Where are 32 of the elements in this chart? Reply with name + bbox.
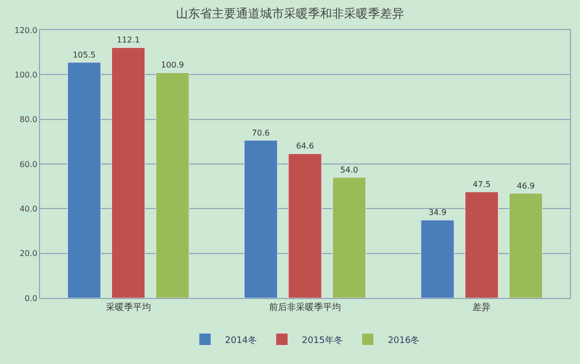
data-label: 105.5	[72, 50, 96, 60]
bar	[420, 220, 454, 298]
y-tick-label: 120.0	[14, 26, 38, 35]
data-label: 46.9	[516, 181, 535, 190]
data-label: 47.5	[472, 180, 491, 189]
bar	[332, 177, 366, 298]
data-label: 34.9	[428, 208, 446, 218]
data-label: 100.9	[161, 60, 184, 70]
bar	[156, 72, 190, 298]
y-tick-label: 20.0	[20, 249, 38, 258]
bar	[67, 62, 101, 298]
legend-label: 2016冬	[388, 334, 420, 346]
data-label: 112.1	[116, 36, 140, 45]
bar	[288, 153, 322, 298]
y-tick-label: 80.0	[20, 115, 38, 124]
data-label: 64.6	[296, 142, 314, 151]
legend-label: 2015年冬	[302, 334, 343, 346]
x-tick-label: 采暖季平均	[106, 302, 151, 313]
bar	[112, 47, 146, 298]
x-tick-label: 差异	[472, 302, 491, 313]
legend-label: 2014冬	[225, 334, 257, 346]
x-tick-label: 前后非采暖季平均	[269, 302, 341, 313]
data-label: 54.0	[340, 165, 358, 174]
chart-title: 山东省主要通道城市采暖季和非采暖季差异	[176, 6, 404, 20]
data-label: 70.6	[252, 128, 270, 138]
bar	[244, 140, 278, 298]
y-tick-label: 100.0	[14, 70, 38, 80]
bar	[464, 192, 498, 298]
y-tick-label: 0.0	[24, 294, 38, 303]
bar	[509, 193, 543, 298]
y-tick-label: 60.0	[20, 160, 38, 169]
y-tick-label: 40.0	[20, 204, 38, 214]
